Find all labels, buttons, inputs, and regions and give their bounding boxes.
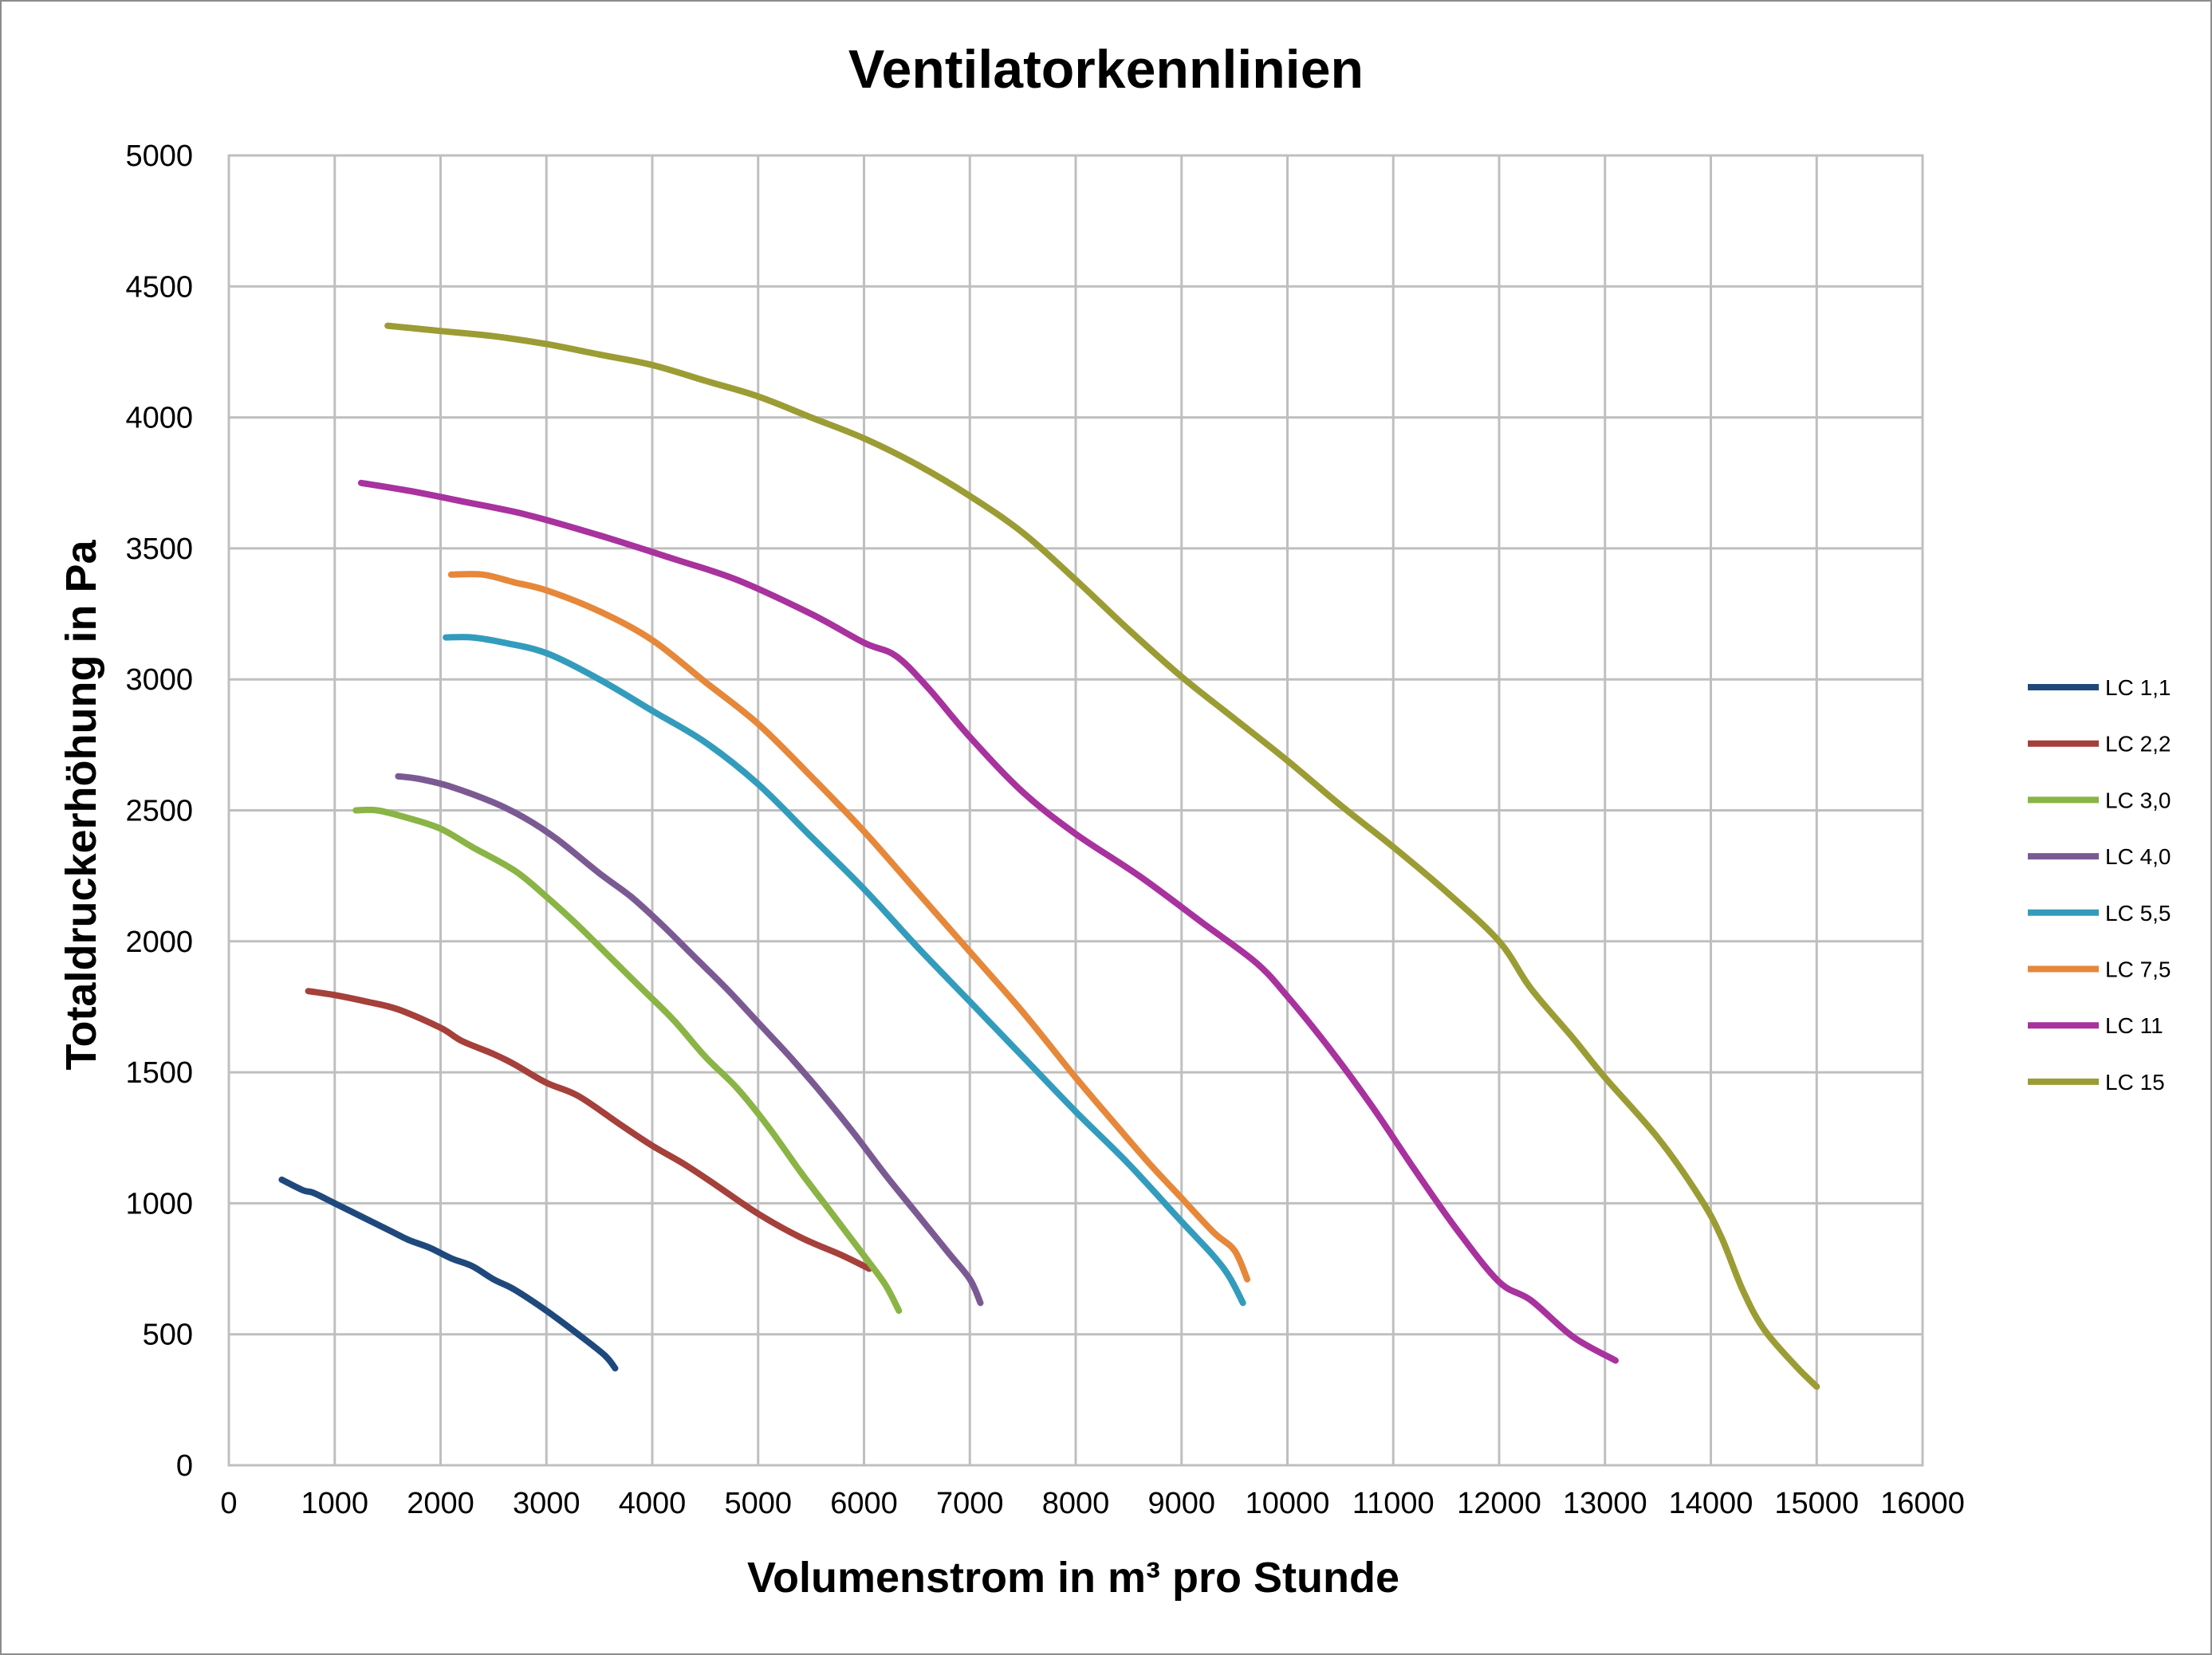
chart-title: Ventilatorkennlinien xyxy=(848,39,1364,100)
x-tick-label: 10000 xyxy=(1246,1487,1330,1520)
x-tick-label: 7000 xyxy=(936,1487,1004,1520)
y-axis-title: Totaldruckerhöhung in Pa xyxy=(57,540,105,1071)
y-tick-label: 3000 xyxy=(125,663,193,697)
y-tick-label: 3500 xyxy=(125,533,193,566)
legend-label-lc-1-1: LC 1,1 xyxy=(2105,675,2171,700)
x-tick-label: 8000 xyxy=(1042,1487,1110,1520)
x-tick-label: 12000 xyxy=(1457,1487,1541,1520)
legend-label-lc-4-0: LC 4,0 xyxy=(2105,844,2171,869)
x-tick-label: 13000 xyxy=(1563,1487,1647,1520)
series-line-lc-11 xyxy=(357,479,1619,1364)
y-axis-tick-labels: 0 500 1000 1500 2000 2500 3000 3500 4000 4500 5000 xyxy=(125,140,193,1483)
plot-area-border xyxy=(227,154,1924,1467)
x-tick-label: 5000 xyxy=(724,1487,792,1520)
y-tick-label: 0 xyxy=(176,1449,193,1483)
x-tick-label: 11000 xyxy=(1352,1487,1435,1520)
x-tick-label: 2000 xyxy=(407,1487,474,1520)
x-tick-label: 4000 xyxy=(619,1487,687,1520)
y-tick-label: 1000 xyxy=(125,1187,193,1221)
y-tick-label: 2000 xyxy=(125,926,193,959)
legend-label-lc-15: LC 15 xyxy=(2105,1070,2165,1095)
series-line-lc-7-5 xyxy=(447,571,1251,1283)
series-line-lc-2-2 xyxy=(305,988,873,1272)
legend-label-lc-2-2: LC 2,2 xyxy=(2105,732,2171,757)
y-tick-label: 4500 xyxy=(125,270,193,304)
x-axis-title: Volumenstrom in m³ pro Stunde xyxy=(747,1554,1399,1602)
legend-label-lc-7-5: LC 7,5 xyxy=(2105,957,2171,982)
y-tick-label: 1500 xyxy=(125,1056,193,1090)
legend-label-lc-5-5: LC 5,5 xyxy=(2105,901,2171,926)
x-tick-label: 3000 xyxy=(513,1487,581,1520)
series-line-lc-4-0 xyxy=(395,772,984,1307)
x-tick-label: 0 xyxy=(220,1487,237,1520)
series-line-lc-1-1 xyxy=(278,1176,619,1372)
legend-label-lc-3-0: LC 3,0 xyxy=(2105,788,2171,812)
x-tick-label: 9000 xyxy=(1147,1487,1215,1520)
series-line-lc-3-0 xyxy=(352,806,903,1315)
x-tick-label: 6000 xyxy=(830,1487,898,1520)
x-tick-label: 1000 xyxy=(301,1487,368,1520)
x-tick-label: 14000 xyxy=(1669,1487,1753,1520)
x-tick-label: 15000 xyxy=(1774,1487,1859,1520)
legend: LC 1,1 LC 2,2 LC 3,0 LC 4,0 LC 5,5 LC 7,5 LC 1… xyxy=(2028,675,2171,1095)
legend-label-lc-11: LC 11 xyxy=(2105,1013,2163,1038)
x-axis-tick-labels: 0 1000 2000 3000 4000 5000 6000 7000 8000 9000 100… xyxy=(220,1487,1964,1520)
y-tick-label: 2500 xyxy=(125,795,193,828)
series-line-lc-5-5 xyxy=(443,634,1246,1307)
y-tick-label: 4000 xyxy=(125,402,193,435)
x-tick-label: 16000 xyxy=(1880,1487,1965,1520)
series-line-lc-15 xyxy=(384,322,1820,1390)
y-tick-label: 500 xyxy=(143,1319,193,1352)
y-tick-label: 5000 xyxy=(125,140,193,173)
series-lines xyxy=(278,322,1820,1390)
gridlines xyxy=(227,154,1924,1467)
